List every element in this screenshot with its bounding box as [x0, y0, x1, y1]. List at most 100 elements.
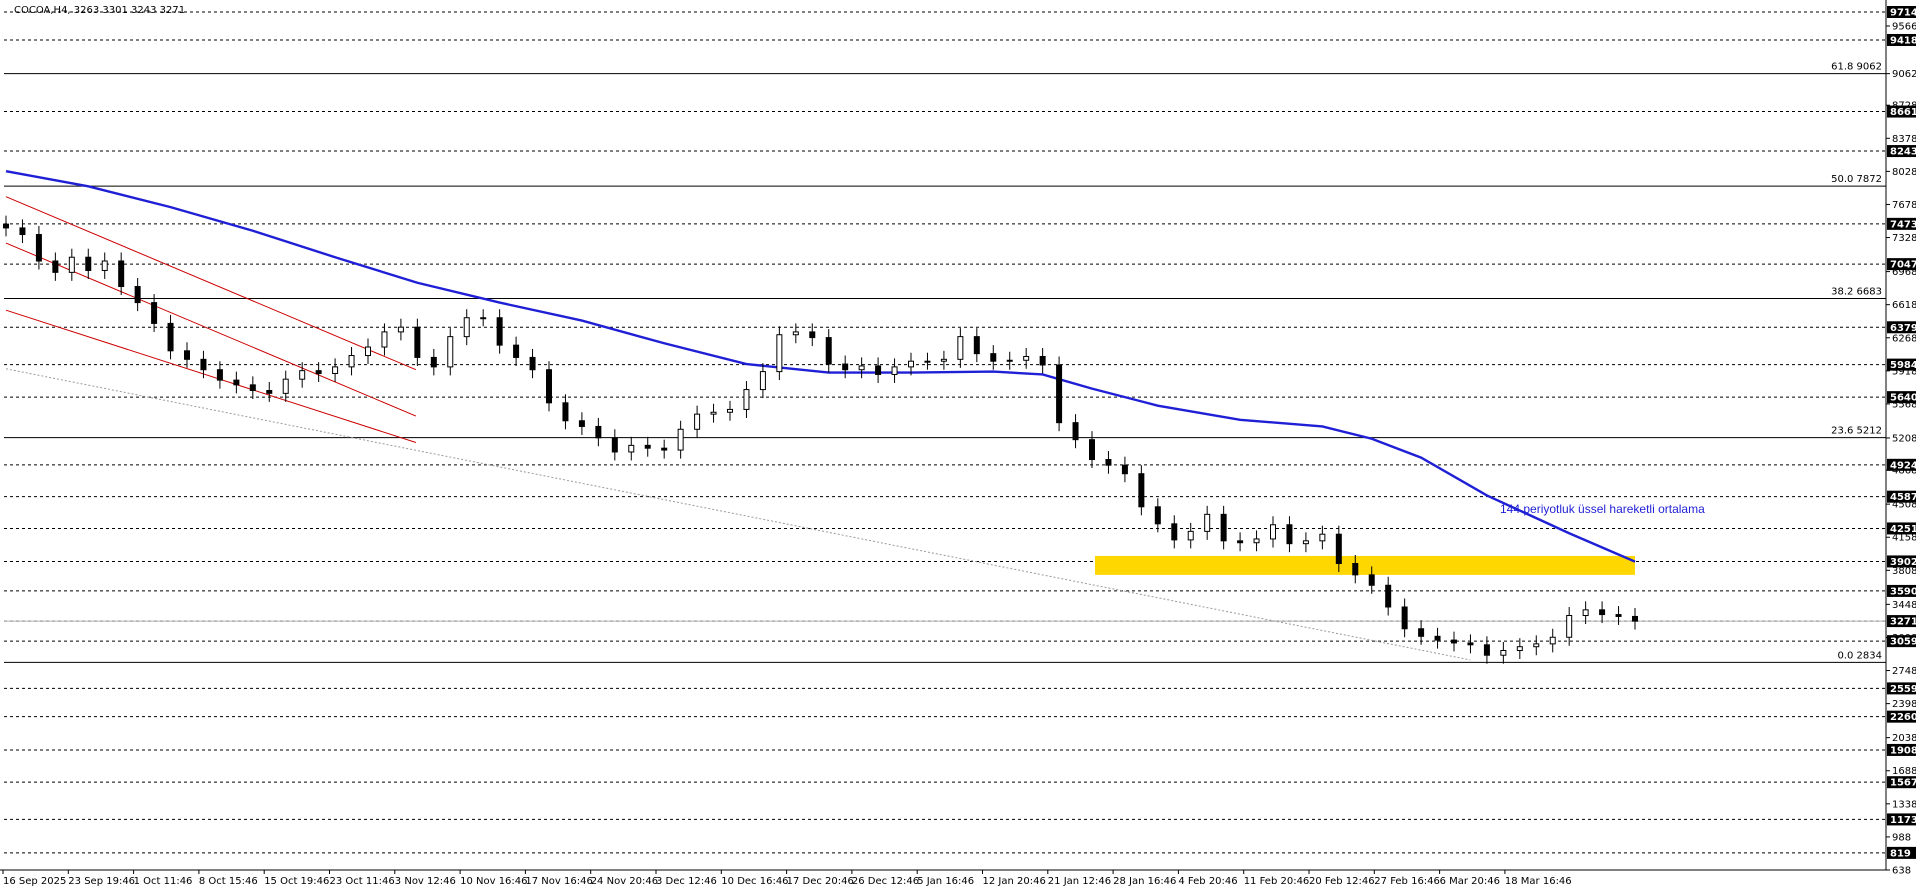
price-bar-body — [266, 390, 273, 394]
price-bar — [529, 348, 536, 379]
x-tick-label: 12 Jan 20:46 — [983, 876, 1046, 887]
y-tick-label: 4868 — [1892, 466, 1916, 477]
price-bar-body — [1434, 635, 1441, 641]
level-badge-label: 9714 — [1890, 8, 1916, 19]
price-bar — [151, 294, 158, 332]
x-tick-label: 23 Sep 19:46 — [68, 876, 135, 887]
level-badge-label: 4251 — [1890, 524, 1916, 535]
x-tick-label: 10 Dec 16:46 — [721, 876, 788, 887]
level-badge-label: 2559 — [1890, 684, 1916, 695]
y-tick-label: 7678 — [1892, 200, 1916, 211]
price-bar-body — [85, 256, 92, 271]
price-bar — [134, 278, 141, 312]
price-bar — [595, 417, 602, 447]
level-badge-label: 3059 — [1890, 637, 1916, 648]
price-bar-body — [1599, 609, 1606, 616]
axes — [0, 0, 1890, 874]
price-bar-body — [19, 227, 26, 236]
price-bar-body — [1237, 540, 1244, 544]
labels: 9566906287288378802876787328696866186268… — [3, 6, 1916, 887]
level-badge — [1887, 391, 1916, 404]
price-bar — [908, 352, 914, 376]
resistance-zone — [1095, 555, 1635, 575]
y-tick-label: 4508 — [1892, 500, 1916, 511]
y-tick-label: 2038 — [1892, 733, 1916, 744]
price-bar — [842, 355, 849, 379]
price-bar — [1500, 641, 1507, 664]
level-badge-label: 3902 — [1890, 557, 1916, 568]
y-tick-label: 9062 — [1892, 69, 1916, 80]
price-bar-body — [1418, 628, 1425, 637]
y-tick-label: 3808 — [1892, 566, 1916, 577]
level-badge — [1887, 710, 1916, 723]
price-bar-body — [595, 425, 602, 439]
level-badge-label: 6379 — [1890, 323, 1916, 334]
price-bar — [299, 362, 306, 388]
price-bar-body — [727, 408, 733, 413]
x-tick-label: 1 Oct 11:46 — [134, 876, 193, 887]
level-badge-label: 4587 — [1890, 492, 1916, 503]
level-badge — [1887, 458, 1916, 471]
price-bar — [1549, 628, 1556, 653]
price-bar-body — [1056, 364, 1063, 424]
price-bar-body — [1335, 533, 1342, 565]
price-bar — [216, 361, 223, 389]
price-bar-body — [463, 317, 470, 338]
level-badge — [1887, 490, 1916, 503]
price-bar-body — [1368, 574, 1375, 586]
price-bar-body — [118, 260, 125, 288]
price-bar-body — [661, 447, 668, 451]
price-bar-body — [578, 420, 585, 427]
fibonacci-label: 50.0 7872 — [1831, 174, 1882, 185]
price-bar-body — [710, 411, 717, 415]
x-tick-label: 15 Oct 19:46 — [264, 876, 329, 887]
price-bar-body — [529, 356, 536, 371]
x-tick-label: 17 Dec 20:46 — [787, 876, 854, 887]
price-bar — [1302, 532, 1309, 553]
level-badge-label: 4924 — [1890, 460, 1916, 471]
price-bar-body — [496, 317, 503, 346]
price-bar-body — [348, 355, 355, 368]
level-badge — [1887, 776, 1916, 789]
price-bar-body — [365, 346, 371, 357]
price-bar-body — [1385, 584, 1392, 608]
price-bar — [447, 328, 454, 376]
price-bar-body — [68, 256, 75, 273]
price-bar-body — [414, 326, 421, 358]
price-bar — [1187, 522, 1194, 549]
price-bar-body — [1516, 646, 1523, 651]
price-bar-body — [908, 360, 914, 368]
price-bar-body — [1006, 359, 1013, 362]
x-tick-label: 3 Nov 12:46 — [395, 876, 456, 887]
price-bar — [1401, 598, 1408, 638]
price-bar — [611, 429, 618, 461]
price-bar — [661, 439, 668, 459]
level-badge-label: 3271 — [1890, 617, 1916, 628]
price-bar-body — [381, 331, 388, 348]
x-tick-label: 28 Jan 16:46 — [1113, 876, 1176, 887]
price-bar — [200, 350, 207, 379]
level-badge — [1887, 321, 1916, 334]
price-bar — [1451, 631, 1457, 652]
price-bar-body — [1286, 524, 1293, 545]
level-badge-label: 819 — [1890, 848, 1911, 859]
price-bar — [710, 403, 717, 423]
price-bar — [578, 412, 585, 435]
price-bar-body — [447, 336, 454, 368]
price-bar — [1599, 601, 1606, 624]
price-bar-body — [1533, 643, 1540, 648]
price-bar — [1006, 351, 1013, 370]
price-bar — [332, 358, 339, 383]
price-bar-body — [1549, 636, 1556, 645]
price-bar-body — [875, 365, 882, 375]
price-bar — [809, 323, 816, 347]
price-bar — [85, 248, 92, 279]
level-badge-label: 8661 — [1890, 107, 1916, 118]
price-bar-body — [825, 337, 832, 365]
level-badge-label: 7047 — [1890, 260, 1916, 271]
price-bar — [480, 309, 487, 327]
long-trend-line — [5, 368, 1471, 661]
price-bar-body — [1039, 355, 1046, 366]
